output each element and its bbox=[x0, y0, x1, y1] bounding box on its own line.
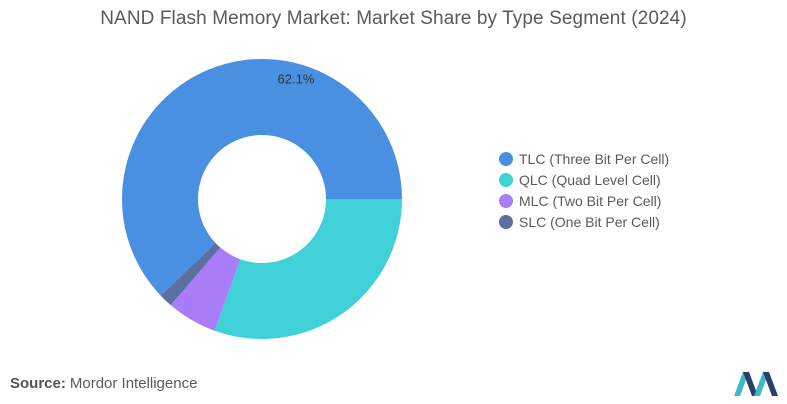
source-note: Source: Mordor Intelligence bbox=[10, 375, 197, 392]
donut-slice-4 bbox=[160, 243, 221, 306]
legend-label: QLC (Quad Level Cell) bbox=[519, 171, 661, 188]
donut-slice-1 bbox=[121, 58, 403, 296]
legend-item-4: SLC (One Bit Per Cell) bbox=[499, 211, 669, 232]
legend-item-3: MLC (Two Bit Per Cell) bbox=[499, 190, 669, 211]
legend-label: TLC (Three Bit Per Cell) bbox=[519, 150, 670, 167]
donut-slices bbox=[121, 58, 403, 339]
legend-label: SLC (One Bit Per Cell) bbox=[519, 213, 660, 230]
legend-swatch bbox=[499, 151, 513, 166]
data-label-1: 62.1% bbox=[278, 71, 315, 86]
legend-item-2: QLC (Quad Level Cell) bbox=[499, 169, 669, 190]
legend-swatch bbox=[499, 214, 513, 229]
source-value: Mordor Intelligence bbox=[69, 375, 198, 392]
chart-legend: TLC (Three Bit Per Cell) QLC (Quad Level … bbox=[499, 148, 669, 232]
donut-slice-3 bbox=[170, 247, 241, 331]
donut-slice-2 bbox=[214, 199, 402, 339]
source-label: Source: bbox=[10, 375, 66, 392]
legend-label: MLC (Two Bit Per Cell) bbox=[519, 192, 662, 209]
legend-item-1: TLC (Three Bit Per Cell) bbox=[499, 148, 669, 169]
legend-swatch bbox=[499, 193, 513, 208]
legend-swatch bbox=[499, 172, 513, 187]
donut-data-labels: 62.1% bbox=[278, 71, 315, 86]
chart-title: NAND Flash Memory Market: Market Share b… bbox=[100, 8, 687, 29]
mordor-intelligence-logo-icon bbox=[734, 372, 778, 396]
